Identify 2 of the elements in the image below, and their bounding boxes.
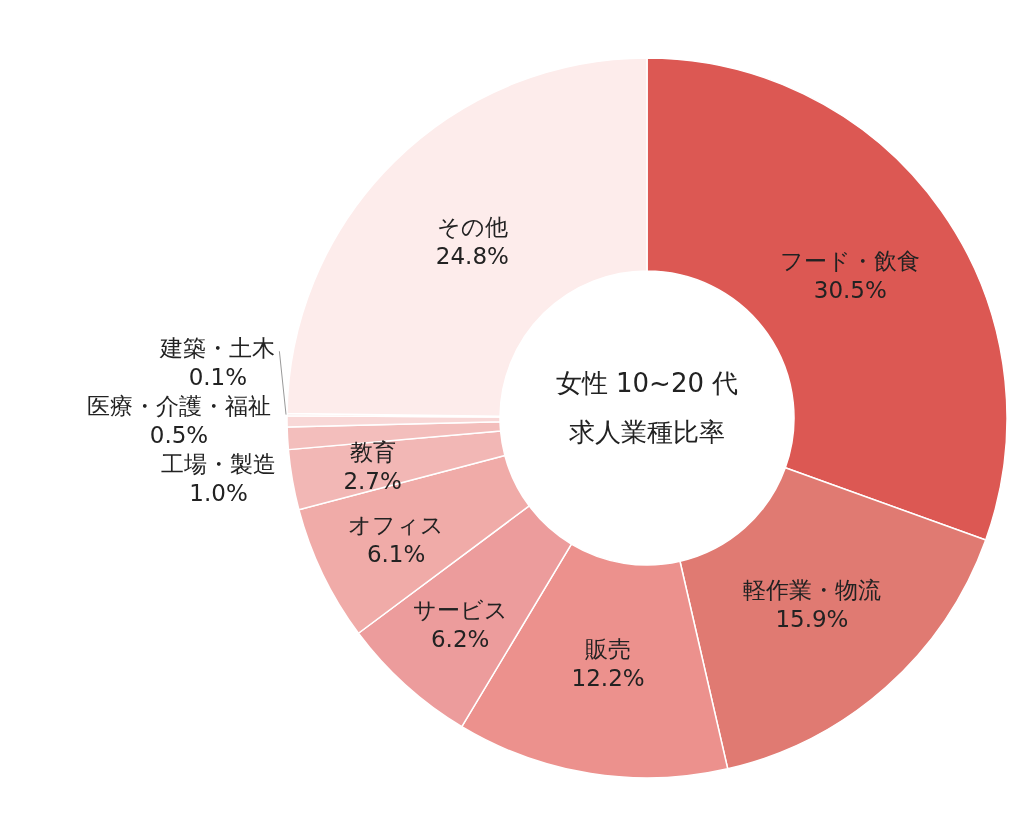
- title: 女性 10~20 代: [555, 368, 739, 398]
- subtitle: 求人業種比率: [569, 417, 725, 447]
